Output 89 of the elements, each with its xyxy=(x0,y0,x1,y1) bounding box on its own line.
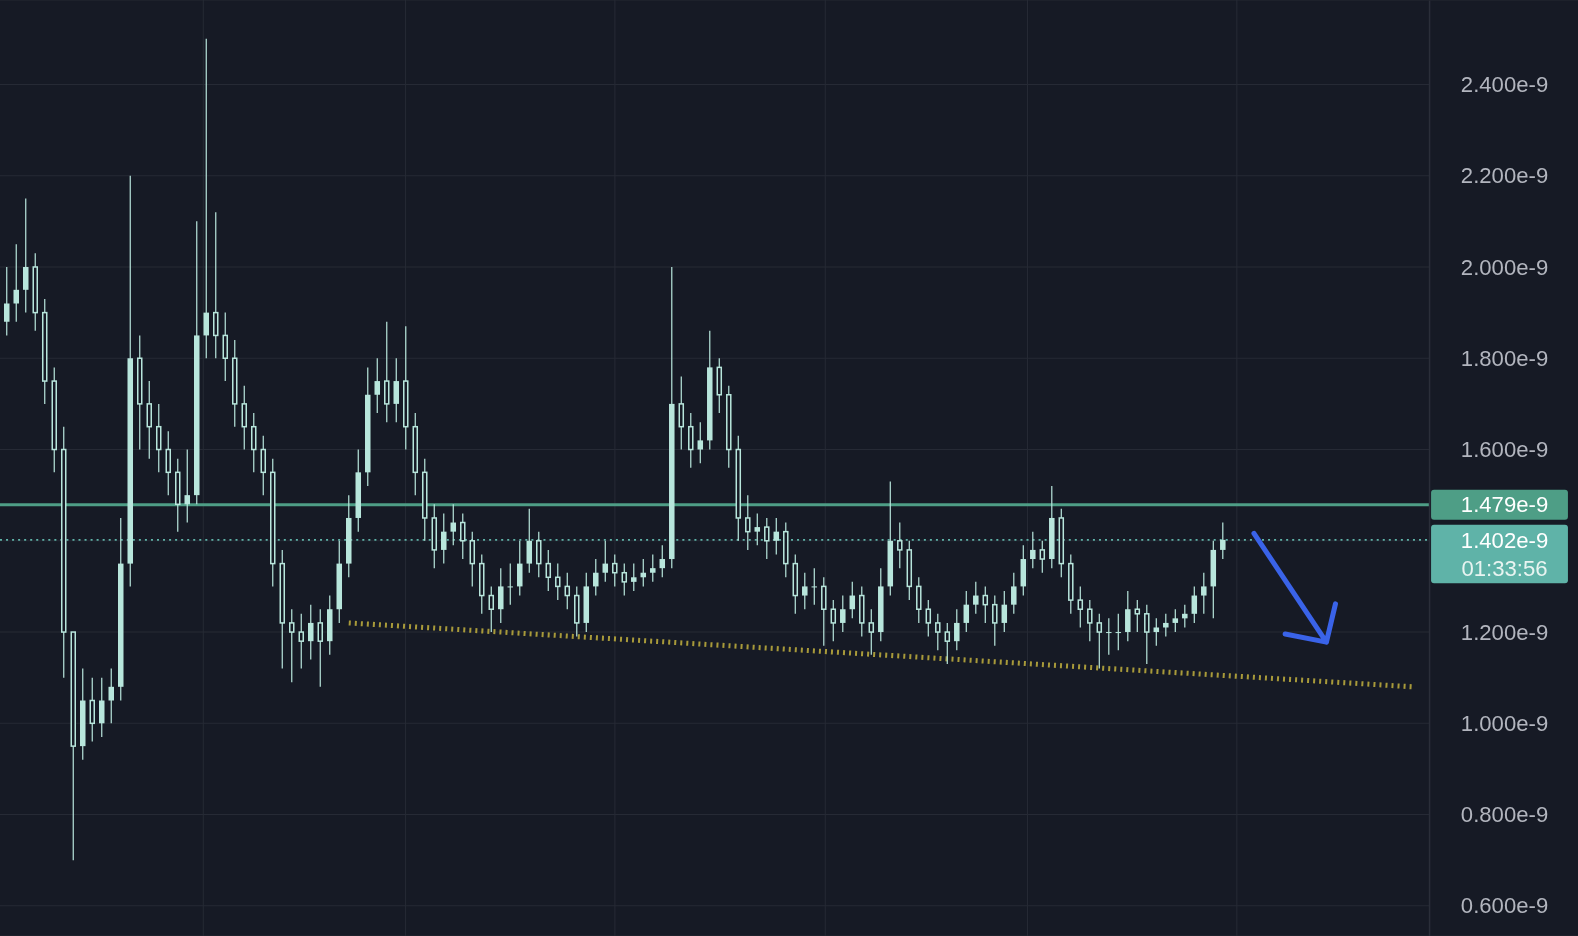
y-tick-label: 2.200e-9 xyxy=(1460,163,1549,189)
y-tick-label: 1.600e-9 xyxy=(1460,437,1549,463)
candlestick xyxy=(830,599,837,642)
candlestick xyxy=(1163,613,1169,638)
candlestick xyxy=(222,312,229,382)
candlestick xyxy=(916,576,922,624)
candlestick xyxy=(621,562,628,597)
candlestick xyxy=(393,357,400,423)
candlestick xyxy=(1172,608,1179,633)
candlestick xyxy=(754,512,761,546)
candlestick xyxy=(1134,599,1141,633)
candlestick xyxy=(260,435,267,496)
candlestick xyxy=(612,553,618,588)
candlestick xyxy=(659,544,666,578)
candlestick xyxy=(1106,617,1112,656)
candlestick xyxy=(897,521,903,569)
candlestick xyxy=(944,622,951,665)
candlestick xyxy=(593,558,599,597)
candlestick xyxy=(374,357,381,414)
candlestick xyxy=(13,243,19,323)
candlestick xyxy=(203,38,210,359)
candlestick xyxy=(1144,604,1150,665)
candlestick xyxy=(298,613,305,670)
candlestick xyxy=(954,608,960,651)
candlestick xyxy=(308,604,314,661)
candlestick xyxy=(146,380,153,460)
candlestick xyxy=(1039,540,1046,574)
candlestick xyxy=(745,494,751,551)
candlestick xyxy=(821,576,827,647)
candlestick xyxy=(89,677,96,743)
candlestick xyxy=(1220,521,1226,560)
candlestick xyxy=(498,567,504,624)
candlestick xyxy=(384,321,390,423)
candlestick xyxy=(545,549,552,592)
candlestick xyxy=(241,385,248,451)
candlestick xyxy=(155,403,162,473)
candlestick xyxy=(764,517,770,560)
candlestick xyxy=(925,599,932,638)
candlestick xyxy=(212,211,219,359)
candlestick xyxy=(1096,613,1103,670)
candlestick xyxy=(1077,585,1084,629)
ref-line-label: 1.402e-9 xyxy=(1460,527,1549,553)
candlestick xyxy=(98,677,105,738)
candlestick xyxy=(631,562,637,592)
candlestick xyxy=(450,503,457,546)
candlestick xyxy=(1087,599,1093,642)
candlestick xyxy=(460,512,466,560)
candlestick xyxy=(802,572,808,610)
candlestick xyxy=(165,430,172,496)
candlestick xyxy=(555,562,561,601)
candlestick xyxy=(1201,572,1207,615)
candlestick xyxy=(1011,572,1017,615)
candlestick xyxy=(1030,531,1036,569)
candlestick xyxy=(935,613,941,651)
candlestick xyxy=(697,421,704,464)
candlestick xyxy=(536,531,542,578)
candlestick xyxy=(650,553,656,583)
y-tick-label: 1.200e-9 xyxy=(1460,619,1549,645)
candlestick xyxy=(22,197,29,314)
candlestick xyxy=(678,375,685,451)
candlestick xyxy=(1153,617,1160,647)
candlestick xyxy=(469,531,476,588)
candlestick xyxy=(773,517,780,556)
y-tick-label: 1.800e-9 xyxy=(1460,345,1549,371)
candlestick xyxy=(526,508,533,574)
candlestick xyxy=(840,594,846,633)
y-tick-label: 2.000e-9 xyxy=(1460,254,1549,280)
candlestick xyxy=(602,540,609,583)
candlestick xyxy=(317,608,324,688)
candlestick xyxy=(184,448,191,524)
candlestick xyxy=(289,608,295,683)
candlestick xyxy=(108,667,114,724)
y-tick-label: 1.000e-9 xyxy=(1460,710,1549,736)
candlestick xyxy=(251,412,257,473)
y-tick-label: 0.800e-9 xyxy=(1460,802,1549,828)
candlestick xyxy=(1125,590,1131,642)
candlestick xyxy=(3,266,10,337)
candlestick xyxy=(488,585,495,633)
text: 01:33:56 xyxy=(1461,555,1548,581)
candlestick xyxy=(1182,604,1188,629)
candlestick xyxy=(441,512,447,565)
y-tick-label: 0.600e-9 xyxy=(1460,893,1549,919)
ref-line-label: 1.479e-9 xyxy=(1460,492,1549,518)
candlestick xyxy=(517,540,523,597)
candlestick xyxy=(992,594,998,647)
candlestick xyxy=(973,581,979,615)
candlestick xyxy=(688,412,694,469)
y-tick-label: 2.400e-9 xyxy=(1460,72,1549,98)
candlestick xyxy=(868,608,875,656)
